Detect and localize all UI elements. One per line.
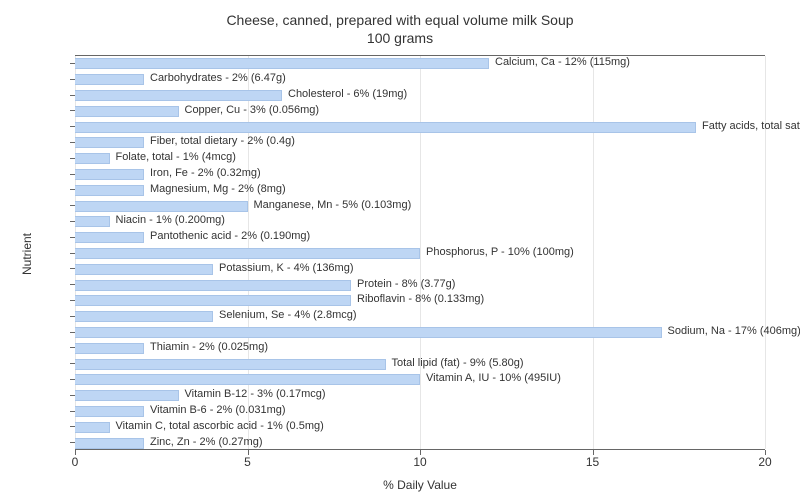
y-tick — [70, 363, 75, 364]
x-tick-label: 0 — [55, 455, 95, 469]
bar-label: Niacin - 1% (0.200mg) — [116, 215, 225, 226]
bar — [75, 232, 144, 243]
bar-label: Carbohydrates - 2% (6.47g) — [150, 73, 286, 84]
y-tick — [70, 63, 75, 64]
y-tick — [70, 347, 75, 348]
bar-label: Copper, Cu - 3% (0.056mg) — [185, 105, 320, 116]
bar — [75, 153, 110, 164]
x-tick-label: 5 — [228, 455, 268, 469]
bar-label: Calcium, Ca - 12% (115mg) — [495, 57, 630, 68]
y-tick — [70, 221, 75, 222]
y-tick — [70, 395, 75, 396]
bar — [75, 201, 248, 212]
bar — [75, 438, 144, 449]
x-tick-label: 15 — [573, 455, 613, 469]
y-tick — [70, 442, 75, 443]
bar-label: Fatty acids, total saturated - 18% (3.63… — [702, 121, 800, 132]
bar — [75, 137, 144, 148]
bar — [75, 264, 213, 275]
bar-label: Zinc, Zn - 2% (0.27mg) — [150, 437, 262, 448]
bar-label: Total lipid (fat) - 9% (5.80g) — [392, 358, 524, 369]
chart-title-sub: 100 grams — [0, 30, 800, 46]
bar — [75, 58, 489, 69]
gridline — [420, 56, 421, 449]
y-tick — [70, 158, 75, 159]
bar — [75, 216, 110, 227]
bar-label: Folate, total - 1% (4mcg) — [116, 152, 236, 163]
y-tick — [70, 79, 75, 80]
y-tick — [70, 95, 75, 96]
bar — [75, 311, 213, 322]
x-tick-label: 10 — [400, 455, 440, 469]
bar — [75, 248, 420, 259]
bar-label: Sodium, Na - 17% (406mg) — [668, 326, 800, 337]
y-tick — [70, 205, 75, 206]
bar — [75, 390, 179, 401]
y-tick — [70, 174, 75, 175]
bar-label: Iron, Fe - 2% (0.32mg) — [150, 168, 261, 179]
bar — [75, 327, 662, 338]
x-axis-label: % Daily Value — [75, 478, 765, 492]
bar — [75, 169, 144, 180]
bar-label: Pantothenic acid - 2% (0.190mg) — [150, 231, 310, 242]
y-tick — [70, 379, 75, 380]
x-tick-label: 20 — [745, 455, 785, 469]
y-tick — [70, 268, 75, 269]
y-tick — [70, 142, 75, 143]
y-tick — [70, 189, 75, 190]
bar — [75, 359, 386, 370]
bar — [75, 280, 351, 291]
bar-label: Magnesium, Mg - 2% (8mg) — [150, 184, 286, 195]
bar-label: Riboflavin - 8% (0.133mg) — [357, 294, 484, 305]
bar-label: Vitamin C, total ascorbic acid - 1% (0.5… — [116, 421, 324, 432]
y-tick — [70, 126, 75, 127]
bar-label: Vitamin A, IU - 10% (495IU) — [426, 373, 561, 384]
y-tick — [70, 316, 75, 317]
bar — [75, 185, 144, 196]
y-tick — [70, 110, 75, 111]
y-tick — [70, 237, 75, 238]
bar-label: Cholesterol - 6% (19mg) — [288, 89, 407, 100]
bar-label: Manganese, Mn - 5% (0.103mg) — [254, 200, 412, 211]
plot-area: Calcium, Ca - 12% (115mg) Carbohydrates -… — [75, 55, 765, 450]
bar — [75, 295, 351, 306]
y-tick — [70, 253, 75, 254]
bar — [75, 122, 696, 133]
bar-label: Potassium, K - 4% (136mg) — [219, 263, 354, 274]
bar — [75, 343, 144, 354]
bar-label: Vitamin B-6 - 2% (0.031mg) — [150, 405, 286, 416]
y-tick — [70, 300, 75, 301]
bar — [75, 422, 110, 433]
gridline — [765, 56, 766, 449]
bar — [75, 106, 179, 117]
gridline — [593, 56, 594, 449]
chart-container: Cheese, canned, prepared with equal volu… — [0, 0, 800, 500]
y-axis-label: Nutrient — [20, 204, 34, 304]
bar-label: Selenium, Se - 4% (2.8mcg) — [219, 310, 357, 321]
bar-label: Phosphorus, P - 10% (100mg) — [426, 247, 574, 258]
y-tick — [70, 411, 75, 412]
y-tick — [70, 284, 75, 285]
bar — [75, 374, 420, 385]
y-tick — [70, 426, 75, 427]
bar-label: Thiamin - 2% (0.025mg) — [150, 342, 268, 353]
bar-label: Fiber, total dietary - 2% (0.4g) — [150, 136, 295, 147]
bar-label: Protein - 8% (3.77g) — [357, 279, 455, 290]
bar-label: Vitamin B-12 - 3% (0.17mcg) — [185, 389, 326, 400]
y-tick — [70, 332, 75, 333]
bar — [75, 74, 144, 85]
bar — [75, 406, 144, 417]
chart-title-main: Cheese, canned, prepared with equal volu… — [0, 12, 800, 28]
bar — [75, 90, 282, 101]
